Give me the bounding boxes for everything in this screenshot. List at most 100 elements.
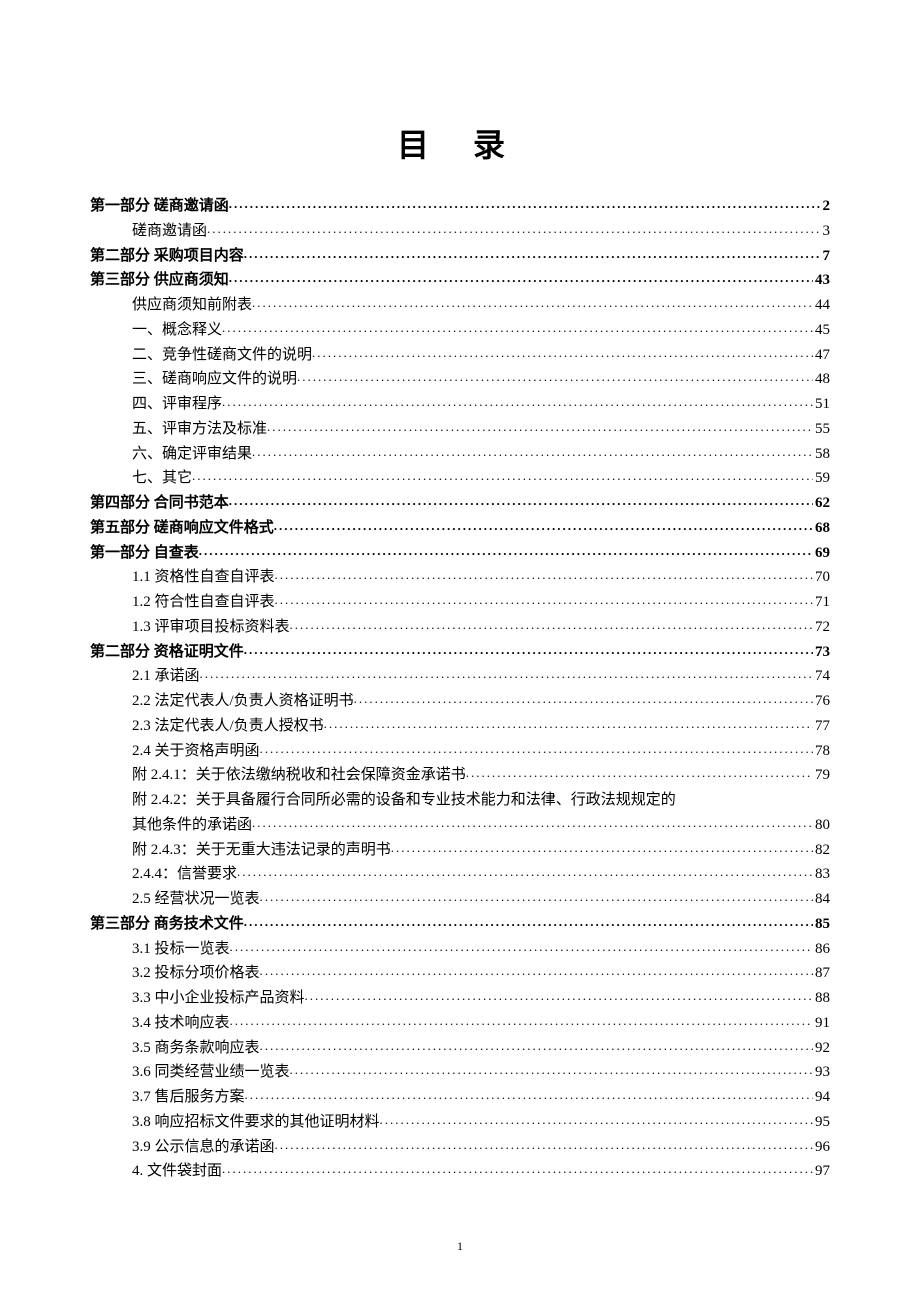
toc-entry: 2.4.4：信誉要求 83 <box>90 862 830 887</box>
toc-entry-page: 44 <box>813 293 830 318</box>
toc-entry: 附 2.4.1：关于依法缴纳税收和社会保障资金承诺书79 <box>90 763 830 788</box>
toc-entry-page: 43 <box>813 268 830 293</box>
toc-entry-page: 93 <box>813 1060 830 1085</box>
toc-entry-label: 三、磋商响应文件的说明 <box>132 367 297 392</box>
toc-dots <box>275 1135 813 1155</box>
toc-entry-page: 83 <box>813 862 830 887</box>
toc-entry-label: 第二部分 采购项目内容 <box>90 244 244 269</box>
toc-dots <box>290 1060 813 1080</box>
toc-entry: 一、概念释义 45 <box>90 318 830 343</box>
toc-entry-page: 87 <box>813 961 830 986</box>
toc-dots <box>260 887 813 907</box>
toc-entry-page: 95 <box>813 1110 830 1135</box>
toc-entry-label: 二、竞争性磋商文件的说明 <box>132 343 312 368</box>
toc-entry-page: 84 <box>813 887 830 912</box>
toc-entry-page: 88 <box>813 986 830 1011</box>
toc-entry-page: 59 <box>813 466 830 491</box>
toc-entry-label: 第一部分 自查表 <box>90 541 199 566</box>
toc-entry-label: 3.9 公示信息的承诺函 <box>132 1135 275 1160</box>
toc-entry: 其他条件的承诺函80 <box>90 813 830 838</box>
toc-entry-page: 85 <box>813 912 830 937</box>
toc-entry: 1.3 评审项目投标资料表72 <box>90 615 830 640</box>
toc-entry-page: 58 <box>813 442 830 467</box>
toc-entry: 五、评审方法及标准55 <box>90 417 830 442</box>
toc-entry-label: 2.4 关于资格声明函 <box>132 739 260 764</box>
toc-dots <box>207 219 820 239</box>
toc-entry: 二、竞争性磋商文件的说明47 <box>90 343 830 368</box>
toc-entry-label: 第三部分 商务技术文件 <box>90 912 244 937</box>
toc-entry-label: 2.4.4：信誉要求 <box>132 862 237 887</box>
toc-entry: 2.1 承诺函74 <box>90 664 830 689</box>
toc-entry: 附 2.4.3：关于无重大违法记录的声明书82 <box>90 838 830 863</box>
toc-entry-page: 70 <box>813 565 830 590</box>
toc-dots <box>275 565 813 585</box>
toc-entry-label: 3.8 响应招标文件要求的其他证明材料 <box>132 1110 380 1135</box>
toc-dots <box>260 739 813 759</box>
toc-entry: 3.1 投标一览表 86 <box>90 937 830 962</box>
toc-dots <box>230 1011 813 1031</box>
toc-entry-label: 3.5 商务条款响应表 <box>132 1036 260 1061</box>
toc-entry-page: 68 <box>813 516 830 541</box>
toc-entry-label: 1.3 评审项目投标资料表 <box>132 615 290 640</box>
page-number-footer: 1 <box>0 1239 920 1254</box>
toc-dots <box>267 417 813 437</box>
toc-entry: 3.4 技术响应表91 <box>90 1011 830 1036</box>
toc-entry-label: 2.5 经营状况一览表 <box>132 887 260 912</box>
toc-entry: 4. 文件袋封面97 <box>90 1159 830 1184</box>
toc-dots <box>199 541 813 561</box>
toc-entry: 六、确定评审结果 58 <box>90 442 830 467</box>
toc-entry: 2.4 关于资格声明函78 <box>90 739 830 764</box>
toc-entry-page: 86 <box>813 937 830 962</box>
toc-entry: 2.5 经营状况一览表 84 <box>90 887 830 912</box>
toc-entry: 第一部分 磋商邀请函2 <box>90 194 830 219</box>
toc-dots <box>245 1085 813 1105</box>
toc-entry-page: 94 <box>813 1085 830 1110</box>
toc-entry: 附 2.4.2：关于具备履行合同所必需的设备和专业技术能力和法律、行政法规规定的 <box>90 788 830 813</box>
toc-dots <box>274 516 813 536</box>
toc-dots <box>312 343 813 363</box>
toc-dots <box>237 862 813 882</box>
toc-entry-page: 71 <box>813 590 830 615</box>
toc-dots <box>466 763 813 783</box>
toc-entry: 3.2 投标分项价格表87 <box>90 961 830 986</box>
toc-entry-label: 附 2.4.3：关于无重大违法记录的声明书 <box>132 838 391 863</box>
toc-entry-label: 附 2.4.2：关于具备履行合同所必需的设备和专业技术能力和法律、行政法规规定的 <box>132 788 676 813</box>
toc-entry-page: 51 <box>813 392 830 417</box>
toc-entry-label: 第四部分 合同书范本 <box>90 491 229 516</box>
toc-title: 目 录 <box>90 120 830 166</box>
toc-dots <box>305 986 813 1006</box>
toc-entry-label: 3.6 同类经营业绩一览表 <box>132 1060 290 1085</box>
toc-entry: 3.8 响应招标文件要求的其他证明材料 95 <box>90 1110 830 1135</box>
toc-entry-page: 77 <box>813 714 830 739</box>
toc-entry: 三、磋商响应文件的说明 48 <box>90 367 830 392</box>
toc-dots <box>275 590 813 610</box>
toc-entry-page: 73 <box>813 640 830 665</box>
toc-entry-label: 第三部分 供应商须知 <box>90 268 229 293</box>
toc-dots <box>252 813 813 833</box>
toc-entry-label: 磋商邀请函 <box>132 219 207 244</box>
toc-dots <box>252 442 813 462</box>
toc-entry-page: 48 <box>813 367 830 392</box>
toc-entry-page: 55 <box>813 417 830 442</box>
toc-entry-label: 第二部分 资格证明文件 <box>90 640 244 665</box>
toc-entry-label: 六、确定评审结果 <box>132 442 252 467</box>
toc-dots <box>260 1036 813 1056</box>
toc-dots <box>244 912 813 932</box>
toc-entry-page: 45 <box>813 318 830 343</box>
toc-entry-page: 91 <box>813 1011 830 1036</box>
toc-entry-label: 3.1 投标一览表 <box>132 937 230 962</box>
toc-dots <box>297 367 813 387</box>
toc-dots <box>260 961 813 981</box>
toc-entry-label: 一、概念释义 <box>132 318 222 343</box>
toc-entry-page: 69 <box>813 541 830 566</box>
toc-entry-page: 79 <box>813 763 830 788</box>
toc-entry-label: 3.7 售后服务方案 <box>132 1085 245 1110</box>
toc-dots <box>244 640 813 660</box>
toc-dots <box>229 268 813 288</box>
toc-entry: 四、评审程序51 <box>90 392 830 417</box>
toc-dots <box>229 194 821 214</box>
toc-dots <box>222 1159 813 1179</box>
toc-dots <box>244 244 821 264</box>
toc-entry: 3.7 售后服务方案 94 <box>90 1085 830 1110</box>
toc-entry: 磋商邀请函3 <box>90 219 830 244</box>
